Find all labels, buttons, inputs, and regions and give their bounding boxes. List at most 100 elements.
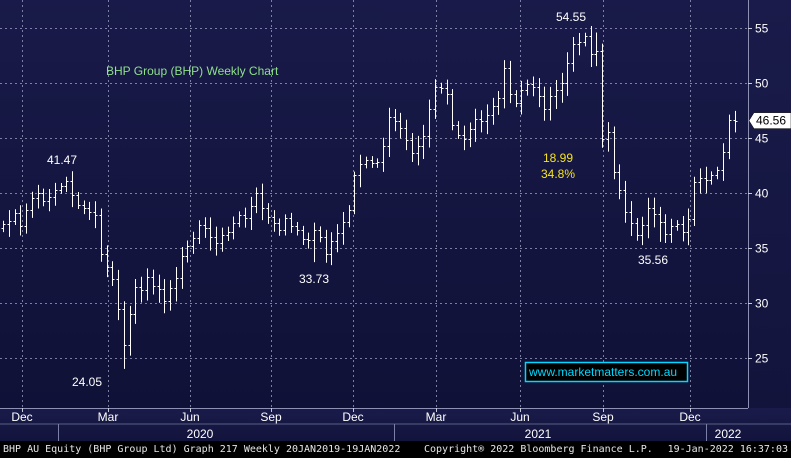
ohlc-bar [502,60,507,109]
ohlc-bar [53,182,58,206]
ohlc-bar [335,224,340,253]
ohlc-bar [600,43,605,148]
ohlc-bar [324,229,329,263]
ohlc-bar [698,168,703,194]
ohlc-bar [565,52,570,96]
label-33-73: 33.73 [299,272,329,286]
label-18-99: 18.99 [543,151,573,165]
ohlc-bar [318,226,323,243]
label-41-47: 41.47 [47,153,77,167]
footer-timestamp: 19-Jan-2022 16:37:03 [667,444,788,455]
x-tick-label: Dec [679,410,700,424]
ohlc-bar [456,121,461,139]
ohlc-bar [381,137,386,172]
grid-lines [0,0,748,408]
ohlc-bar [24,203,29,234]
ohlc-bar [59,183,64,194]
ohlc-bar [669,218,674,243]
ohlc-bar [393,108,398,132]
ohlc-bar [675,220,680,231]
label-54-55: 54.55 [556,10,586,24]
ohlc-bar [220,227,225,252]
ohlc-bar [715,166,720,180]
ohlc-bar [733,110,738,133]
ohlc-bar [629,201,634,236]
ohlc-bar [531,76,536,97]
ohlc-bar [554,79,559,110]
x-tick-label: Dec [342,410,363,424]
ohlc-bar [82,200,87,215]
ohlc-bar [617,164,622,200]
ohlc-bar [145,268,150,301]
ohlc-bar [237,211,242,228]
ohlc-bar [398,112,403,139]
x-tick-label: Jun [180,410,199,424]
ohlc-bar [571,36,576,72]
ohlc-bar [427,99,432,148]
ohlc-bar [658,206,663,242]
ohlc-bar [64,176,69,192]
ohlc-bar [139,276,144,303]
ohlc-bar [370,156,375,168]
y-tick-label: 30 [755,297,769,311]
footer-security: BHP AU Equity (BHP Group Ltd) Graph 217 … [3,444,401,455]
x-tick-labels: Dec Mar Jun Sep Dec Mar Jun Sep Dec 2020 2021 2022 [11,408,742,441]
ohlc-bar [445,79,450,105]
x-tick-label: Mar [426,410,447,424]
ohlc-bar [519,80,524,115]
ohlc-bar [485,104,490,135]
ohlc-bar [421,124,426,160]
y-tick-label: 45 [755,132,769,146]
plot-area [0,0,748,408]
ohlc-bar [18,205,23,236]
ohlc-bar [542,86,547,121]
ohlc-bar [151,269,156,295]
ohlc-bar [623,180,628,223]
label-34-8-pct: 34.8% [541,167,575,181]
ohlc-bar [727,114,732,160]
ohlc-bar [347,205,352,228]
ohlc-bar [548,86,553,121]
ohlc-bar [116,269,121,321]
ohlc-bar [681,216,686,242]
last-price-text: 46.56 [756,114,786,128]
ohlc-bar [301,225,306,246]
ohlc-bar [99,208,104,262]
ohlc-bar [226,226,231,242]
ohlc-bar [110,261,115,287]
ohlc-bar [583,32,588,47]
year-label: 2021 [525,427,552,441]
year-label: 2022 [715,427,742,441]
ohlc-bar [122,301,127,369]
ohlc-bar [266,203,271,224]
ohlc-bar [36,184,41,209]
ohlc-bar [652,197,657,228]
ohlc-bar [312,222,317,263]
y-tick-label: 35 [755,242,769,256]
ohlc-bar [1,220,6,233]
y-axis-panel [748,0,791,408]
label-35-56: 35.56 [638,253,668,267]
ohlc-bar [686,208,691,246]
ohlc-bar [450,89,455,131]
ohlc-bar [243,207,248,228]
y-tick-label: 50 [755,77,769,91]
ohlc-bar [352,171,357,215]
ohlc-bar [197,220,202,245]
ohlc-bar [496,90,501,115]
ohlc-bar [157,274,162,303]
y-tick-label: 40 [755,187,769,201]
footer-bar: BHP AU Equity (BHP Group Ltd) Graph 217 … [0,441,791,458]
ohlc-bar [30,191,35,218]
ohlc-bar [612,126,617,180]
last-price-tag: 46.56 [748,112,791,129]
ohlc-bar [589,25,594,68]
chart-title: BHP Group (BHP) Weekly Chart [106,64,279,78]
ohlc-bar [249,196,254,230]
ohlc-bar [174,266,179,302]
ohlc-bar [433,79,438,119]
ohlc-bar [404,119,409,151]
ohlc-bar [295,222,300,236]
ohlc-bar [191,231,196,254]
ohlc-bar [491,97,496,125]
